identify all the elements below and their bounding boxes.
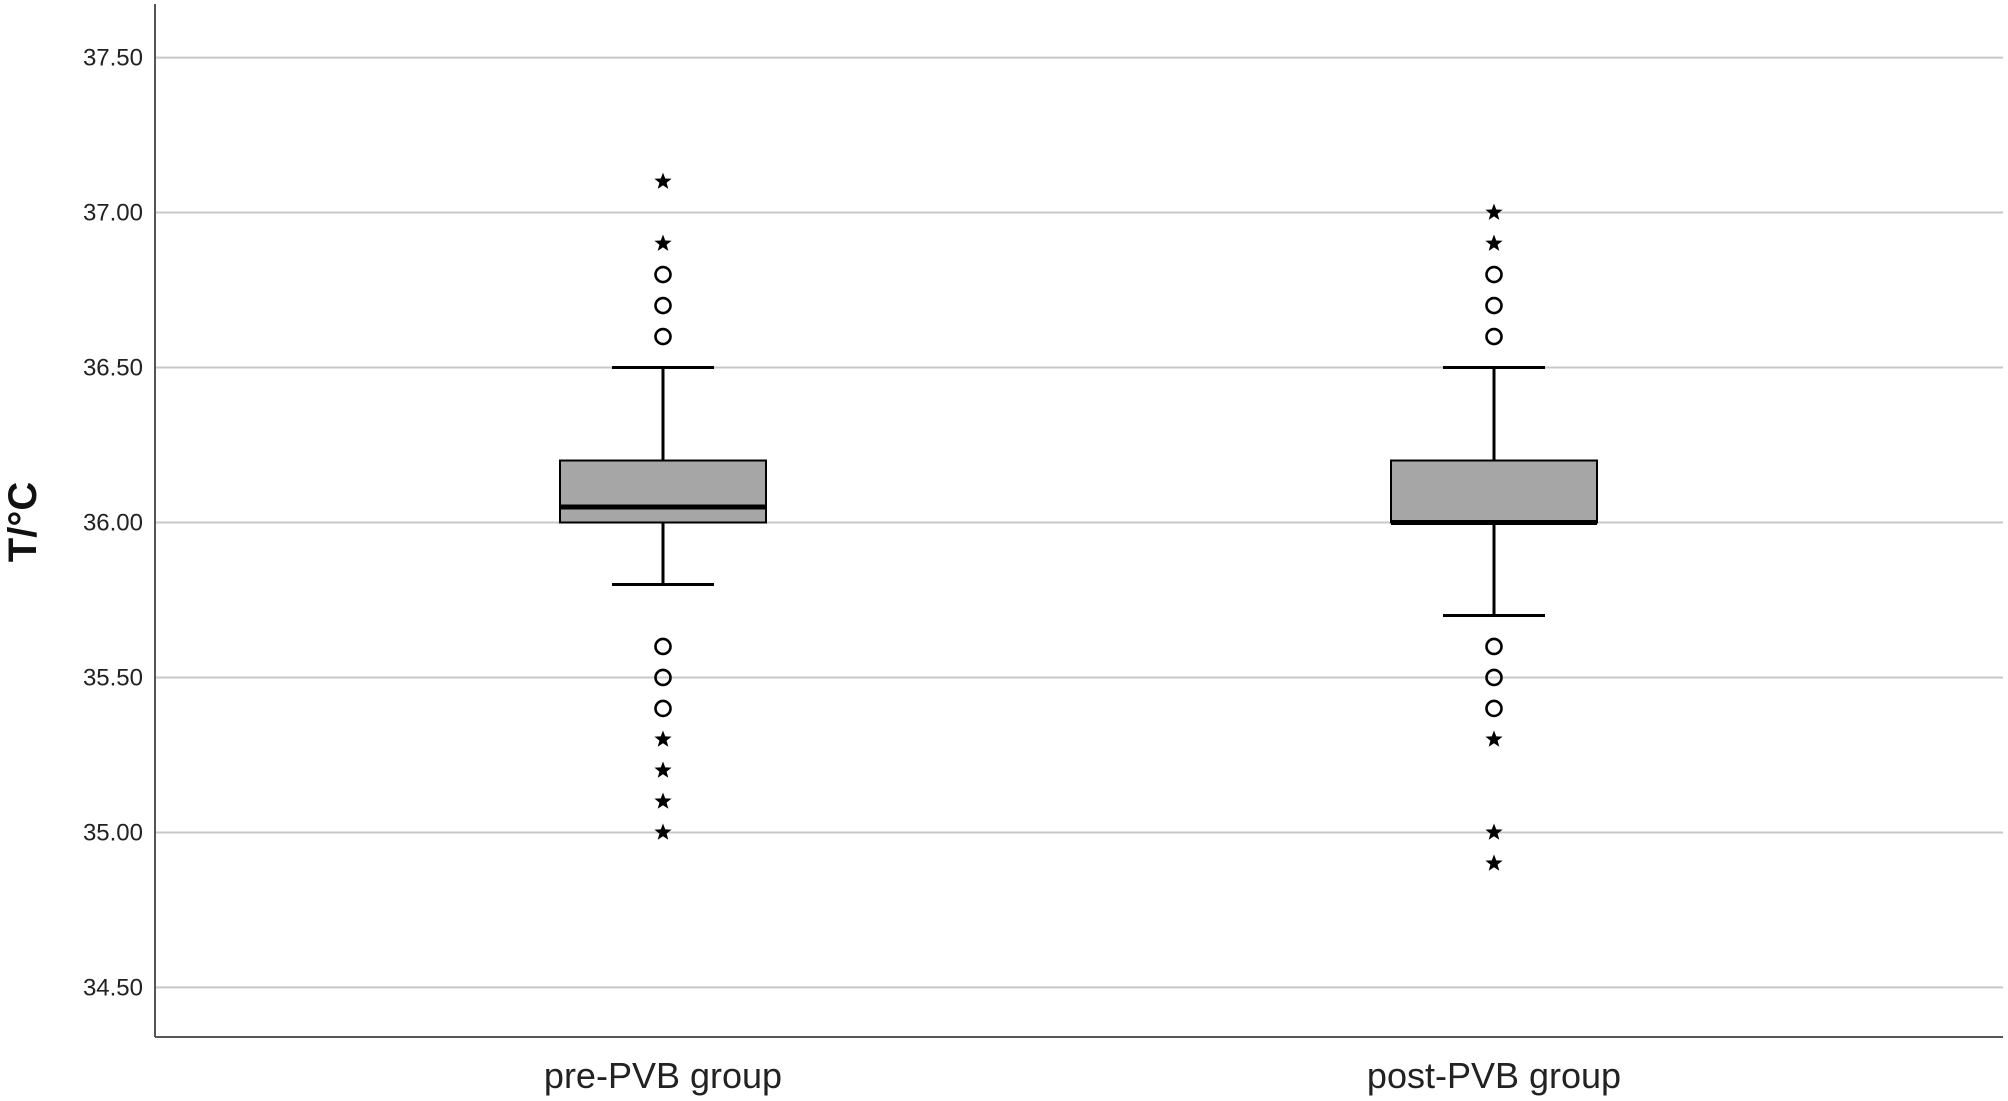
extreme-point xyxy=(1485,854,1503,871)
extreme-point xyxy=(654,761,672,778)
extreme-point xyxy=(1485,234,1503,251)
labels: 34.50 35.00 35.50 36.00 36.50 37.00 37.50 T/°C p… xyxy=(1,45,1621,1096)
outlier-point xyxy=(1485,265,1503,284)
outlier-point xyxy=(654,699,672,718)
extreme-point xyxy=(1485,823,1503,840)
outlier-point xyxy=(654,327,672,346)
x-category-label: pre-PVB group xyxy=(544,1055,782,1096)
y-tick-label: 36.00 xyxy=(83,510,143,537)
grid-lines xyxy=(155,56,2003,989)
y-tick-label: 35.50 xyxy=(83,664,143,691)
y-tick-label: 35.00 xyxy=(83,819,143,846)
outlier-point xyxy=(654,265,672,284)
y-axis-title: T/°C xyxy=(1,482,45,562)
outlier-point xyxy=(654,296,672,315)
outlier-point xyxy=(1485,668,1503,687)
axes xyxy=(154,4,2003,1038)
extreme-point xyxy=(654,234,672,251)
outlier-point xyxy=(1485,296,1503,315)
y-tick-label: 37.50 xyxy=(83,45,143,72)
outlier-point xyxy=(1485,699,1503,718)
outlier-point xyxy=(654,668,672,687)
y-tick-label: 37.00 xyxy=(83,200,143,227)
extreme-point xyxy=(1485,730,1503,747)
x-category-label: post-PVB group xyxy=(1367,1055,1621,1096)
extreme-point xyxy=(654,792,672,809)
extreme-point xyxy=(654,823,672,840)
box-pre-pvb xyxy=(559,172,767,840)
outlier-point xyxy=(654,637,672,656)
extreme-point xyxy=(654,172,672,189)
y-tick-label: 36.50 xyxy=(83,355,143,382)
iqr-box xyxy=(1390,459,1598,524)
iqr-box xyxy=(559,459,767,524)
y-tick-label: 34.50 xyxy=(83,974,143,1001)
extreme-point xyxy=(1485,203,1503,220)
outlier-point xyxy=(1485,327,1503,346)
extreme-point xyxy=(654,730,672,747)
boxes xyxy=(559,172,1598,871)
outlier-point xyxy=(1485,637,1503,656)
box-post-pvb xyxy=(1390,203,1598,871)
